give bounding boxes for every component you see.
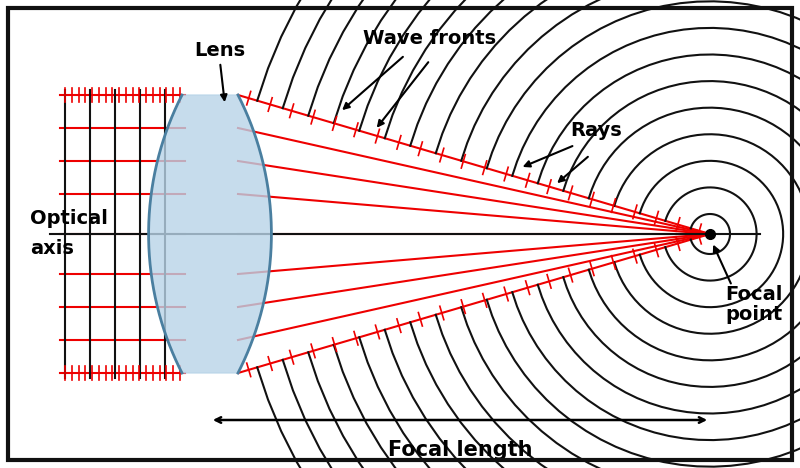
Text: axis: axis	[30, 240, 74, 258]
Text: Rays: Rays	[570, 120, 622, 139]
Text: point: point	[725, 305, 782, 323]
Text: Wave fronts: Wave fronts	[363, 29, 497, 47]
Polygon shape	[149, 95, 271, 373]
Text: Focal: Focal	[725, 285, 782, 304]
Text: Lens: Lens	[194, 41, 246, 59]
Text: Optical: Optical	[30, 210, 108, 228]
Text: Focal length: Focal length	[388, 440, 532, 460]
